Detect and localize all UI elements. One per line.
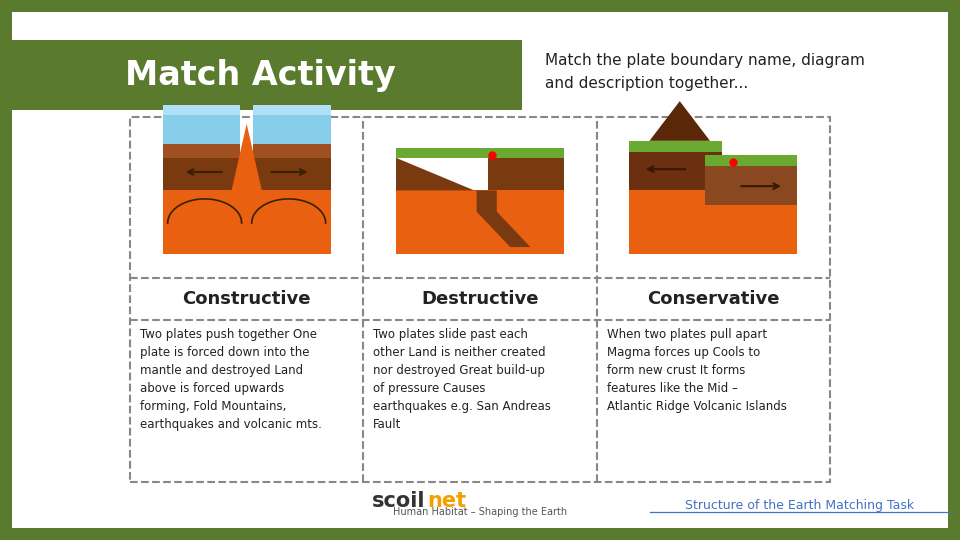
Polygon shape <box>231 124 262 191</box>
Polygon shape <box>396 158 531 247</box>
Bar <box>130 117 830 482</box>
Text: Match Activity: Match Activity <box>125 58 396 91</box>
Polygon shape <box>396 148 489 158</box>
Bar <box>12 40 522 110</box>
Polygon shape <box>162 144 240 158</box>
Bar <box>12 12 948 40</box>
Polygon shape <box>162 191 330 254</box>
Polygon shape <box>253 144 330 158</box>
Polygon shape <box>705 155 798 166</box>
Text: scoil: scoil <box>372 491 425 511</box>
Polygon shape <box>650 101 710 141</box>
Polygon shape <box>253 158 330 191</box>
Polygon shape <box>396 191 564 254</box>
Text: Two plates push together One
plate is forced down into the
mantle and destroyed : Two plates push together One plate is fo… <box>140 328 322 431</box>
Polygon shape <box>162 116 240 144</box>
Polygon shape <box>162 158 240 191</box>
Polygon shape <box>630 141 722 152</box>
Text: When two plates pull apart
Magma forces up Cools to
form new crust It forms
feat: When two plates pull apart Magma forces … <box>607 328 786 413</box>
Polygon shape <box>253 116 330 144</box>
Text: Match the plate boundary name, diagram
and description together...: Match the plate boundary name, diagram a… <box>545 53 865 91</box>
Polygon shape <box>489 148 564 158</box>
Polygon shape <box>630 191 798 254</box>
Text: Human Habitat – Shaping the Earth: Human Habitat – Shaping the Earth <box>393 507 567 517</box>
Text: Conservative: Conservative <box>647 290 780 308</box>
Polygon shape <box>630 152 722 191</box>
Text: Destructive: Destructive <box>421 290 539 308</box>
Polygon shape <box>489 158 564 191</box>
Polygon shape <box>705 166 798 205</box>
Text: net: net <box>427 491 467 511</box>
Text: Two plates slide past each
other Land is neither created
nor destroyed Great bui: Two plates slide past each other Land is… <box>373 328 551 431</box>
Polygon shape <box>162 105 240 116</box>
Polygon shape <box>253 105 330 116</box>
Text: Constructive: Constructive <box>182 290 311 308</box>
Text: Structure of the Earth Matching Task: Structure of the Earth Matching Task <box>685 500 915 512</box>
